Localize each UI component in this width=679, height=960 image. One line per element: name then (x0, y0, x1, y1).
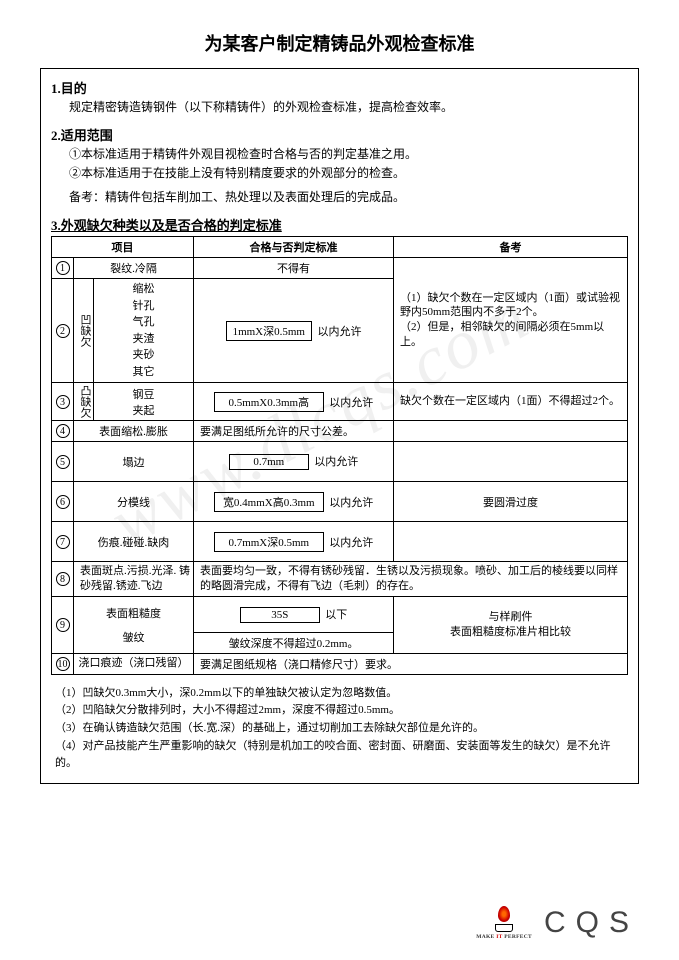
table-row: 1 裂纹.冷隔 不得有 （1）缺欠个数在一定区域内（1面）或试验视野内50mm范… (52, 258, 628, 279)
footnote: （4）对产品技能产生严重影响的缺欠（特别是机加工的咬合面、密封面、研磨面、安装面… (55, 738, 628, 773)
row-num: 6 (56, 495, 70, 509)
spec-after: 以内允许 (329, 537, 373, 549)
row-num: 10 (56, 657, 70, 671)
std-cell: 0.7mmX深0.5mm 以内允许 (194, 522, 394, 562)
remark-cell: 与样刷件 表面粗糙度标准片相比较 (394, 596, 628, 653)
std-cell: 0.5mmX0.3mm高 以内允许 (194, 383, 394, 421)
section2-line1: ①本标准适用于精铸件外观目视检查时合格与否的判定基准之用。 (69, 146, 628, 163)
item-cell: 分模线 (74, 482, 194, 522)
sub-item: 钢豆 (97, 386, 190, 402)
std-cell: 宽0.4mmX高0.3mm 以内允许 (194, 482, 394, 522)
spec-box: 0.7mm (229, 454, 309, 470)
table-row: 6 分模线 宽0.4mmX高0.3mm 以内允许 要圆滑过度 (52, 482, 628, 522)
item-cell: 表面斑点.污损.光泽. 铸砂残留.锈迹.飞边 (74, 562, 194, 597)
item-cell: 浇口痕迹（浇口残留） (74, 653, 194, 674)
std-cell: 皱纹深度不得超过0.2mm。 (194, 632, 394, 653)
sub-item: 皱纹 (77, 629, 190, 645)
logo-tagline: MAKE IT PERFECT (476, 934, 532, 940)
sub-item: 针孔 (97, 298, 190, 315)
table-row: 10 浇口痕迹（浇口残留） 要满足图纸规格（浇口精修尺寸）要求。 (52, 653, 628, 674)
row-num: 4 (56, 424, 70, 438)
page-footer: MAKE IT PERFECT CQS (476, 906, 639, 940)
remark-cell: 缺欠个数在一定区域内（1面）不得超过2个。 (394, 383, 628, 421)
std-cell: 表面要均匀一致，不得有锈砂残留．生锈以及污损现象。喷砂、加工后的棱线要以同样的略… (194, 562, 628, 597)
table-header-row: 项目 合格与否判定标准 备考 (52, 237, 628, 258)
doc-title: 为某客户制定精铸品外观检查标准 (40, 30, 639, 56)
spec-box: 宽0.4mmX高0.3mm (214, 492, 324, 512)
remark-cell (394, 522, 628, 562)
table-row: 4 表面缩松.膨胀 要满足图纸所允许的尺寸公差。 (52, 421, 628, 442)
row-num: 5 (56, 455, 70, 469)
item-cell: 塌边 (74, 442, 194, 482)
table-row: 3 凸缺欠 钢豆 夹起 0.5mmX0.3mm高 以内允许 缺欠个数在一定区域内… (52, 383, 628, 421)
row-num: 8 (56, 572, 70, 586)
category-label: 凸缺欠 (77, 385, 93, 418)
sub-item: 气孔 (97, 314, 190, 331)
std-cell: 35S 以下 (194, 596, 394, 632)
section1-heading: 1.目的 (51, 78, 628, 97)
row-num: 3 (56, 395, 70, 409)
sub-item: 夹渣 (97, 331, 190, 348)
row-num: 9 (56, 618, 70, 632)
table-row: 8 表面斑点.污损.光泽. 铸砂残留.锈迹.飞边 表面要均匀一致，不得有锈砂残留… (52, 562, 628, 597)
item-cell: 表面缩松.膨胀 (74, 421, 194, 442)
spec-box: 0.7mmX深0.5mm (214, 532, 324, 552)
item-cell: 钢豆 夹起 (94, 383, 194, 421)
hdr-item: 项目 (52, 237, 194, 258)
remark-cell (394, 442, 628, 482)
sub-item: 其它 (97, 364, 190, 381)
item-cell: 缩松 针孔 气孔 夹渣 夹砂 其它 (94, 279, 194, 383)
row-num: 7 (56, 535, 70, 549)
row-num: 2 (56, 324, 70, 338)
footer-logo: MAKE IT PERFECT (476, 906, 532, 940)
section2-heading: 2.适用范围 (51, 125, 628, 144)
section3-heading: 3.外观缺欠种类以及是否合格的判定标准 (51, 215, 628, 234)
section1-body: 规定精密铸造铸钢件（以下称精铸件）的外观检查标准，提高检查效率。 (69, 99, 628, 116)
item-cell: 表面粗糙度 皱纹 (74, 596, 194, 653)
document-frame: 1.目的 规定精密铸造铸钢件（以下称精铸件）的外观检查标准，提高检查效率。 2.… (40, 68, 639, 784)
category-label: 凹缺欠 (77, 314, 93, 347)
footnote: （1）凹缺欠0.3mm大小，深0.2mm以下的单独缺欠被认定为忽略数值。 (55, 685, 628, 703)
sub-item: 表面粗糙度 (77, 605, 190, 621)
row-num: 1 (56, 261, 70, 275)
spec-box: 35S (240, 607, 320, 623)
footnote: （2）凹陷缺欠分散排列时，大小不得超过2mm，深度不得超过0.5mm。 (55, 702, 628, 720)
sub-item: 夹砂 (97, 347, 190, 364)
section2-note: 备考：精铸件包括车削加工、热处理以及表面处理后的完成品。 (69, 189, 628, 206)
spec-after: 以内允许 (317, 326, 361, 338)
remark-cell: （1）缺欠个数在一定区域内（1面）或试验视野内50mm范围内不多于2个。 （2）… (394, 258, 628, 383)
spec-box: 1mmX深0.5mm (226, 321, 312, 341)
item-cell: 伤痕.碰碰.缺肉 (74, 522, 194, 562)
std-cell: 要满足图纸所允许的尺寸公差。 (194, 421, 394, 442)
spec-after: 以内允许 (314, 456, 358, 468)
flame-icon (493, 906, 515, 934)
std-cell: 不得有 (194, 258, 394, 279)
section2-line2: ②本标准适用于在技能上没有特别精度要求的外观部分的检查。 (69, 165, 628, 182)
std-cell: 0.7mm 以内允许 (194, 442, 394, 482)
spec-box: 0.5mmX0.3mm高 (214, 392, 324, 412)
spec-after: 以内允许 (329, 397, 373, 409)
brand-text: CQS (544, 906, 639, 940)
hdr-standard: 合格与否判定标准 (194, 237, 394, 258)
remark-cell: 要圆滑过度 (394, 482, 628, 522)
sub-item: 缩松 (97, 281, 190, 298)
item-cell: 裂纹.冷隔 (74, 258, 194, 279)
remark-cell (394, 421, 628, 442)
table-row: 9 表面粗糙度 皱纹 35S 以下 与样刷件 表面粗糙度标准片相比较 (52, 596, 628, 632)
hdr-remark: 备考 (394, 237, 628, 258)
table-row: 5 塌边 0.7mm 以内允许 (52, 442, 628, 482)
footnote: （3）在确认铸造缺欠范围（长.宽.深）的基础上，通过切削加工去除缺欠部位是允许的… (55, 720, 628, 738)
spec-after: 以内允许 (329, 497, 373, 509)
std-cell: 要满足图纸规格（浇口精修尺寸）要求。 (194, 653, 628, 674)
spec-after: 以下 (325, 609, 347, 621)
table-row: 7 伤痕.碰碰.缺肉 0.7mmX深0.5mm 以内允许 (52, 522, 628, 562)
sub-item: 夹起 (97, 402, 190, 418)
footnotes: （1）凹缺欠0.3mm大小，深0.2mm以下的单独缺欠被认定为忽略数值。 （2）… (51, 685, 628, 773)
defect-table: 项目 合格与否判定标准 备考 1 裂纹.冷隔 不得有 （1）缺欠个数在一定区域内… (51, 236, 628, 675)
std-cell: 1mmX深0.5mm 以内允许 (194, 279, 394, 383)
